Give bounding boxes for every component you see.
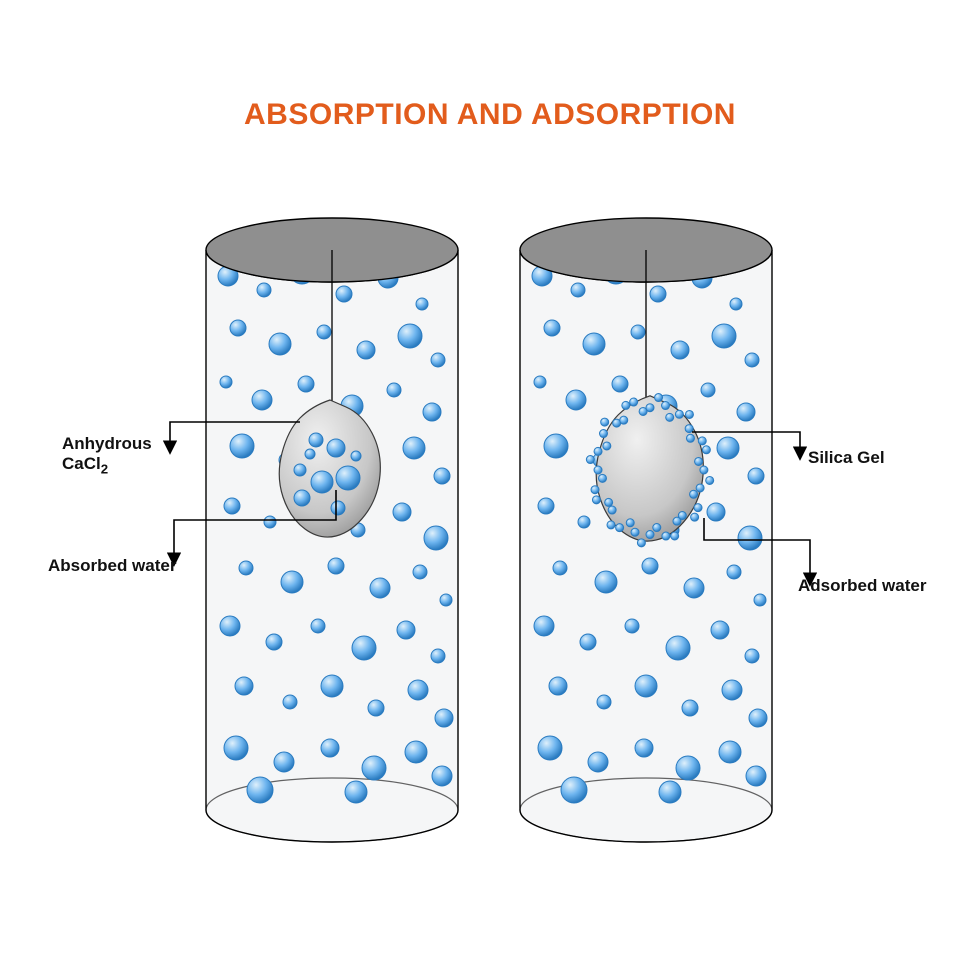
callout-label: Adsorbed water — [798, 576, 926, 596]
cylinder — [520, 218, 772, 842]
diagram-svg — [0, 0, 980, 980]
cylinder — [206, 218, 458, 842]
diagram-root: ABSORPTION AND ADSORPTION AnhydrousCaCl2… — [0, 0, 980, 980]
callout-label: AnhydrousCaCl2 — [62, 434, 152, 478]
callout-label: Absorbed water — [48, 556, 176, 576]
callout-label: Silica Gel — [808, 448, 885, 468]
